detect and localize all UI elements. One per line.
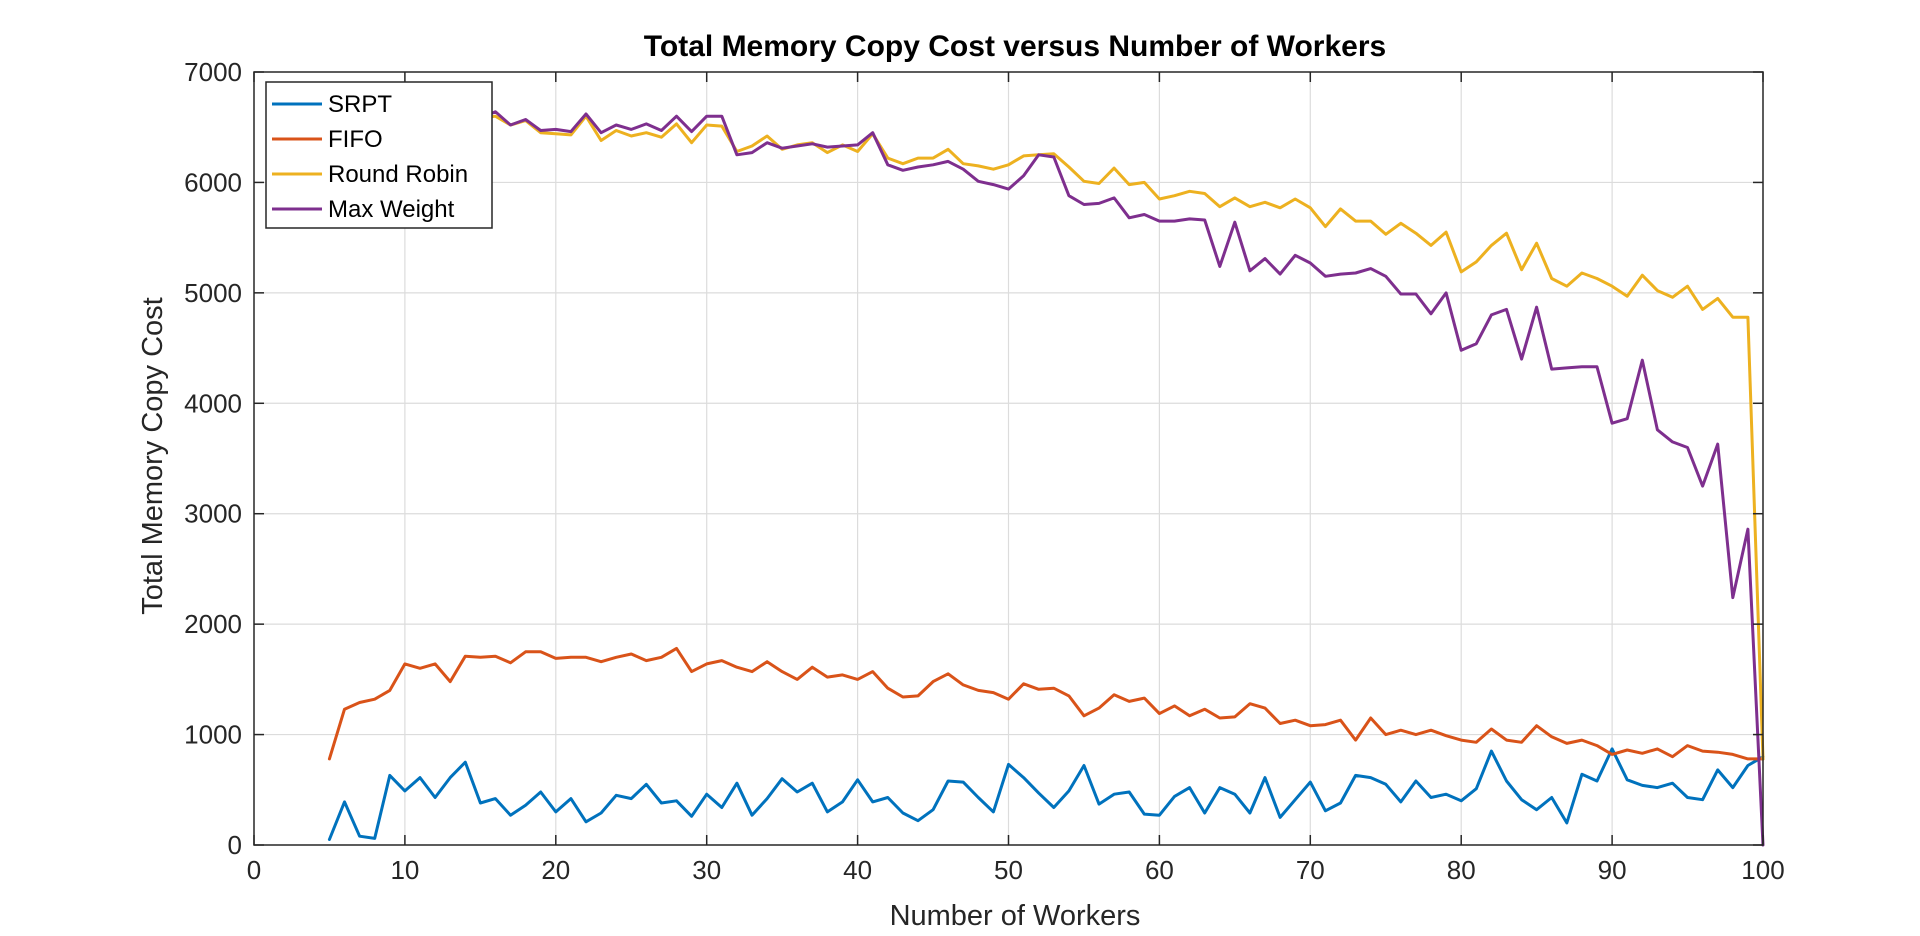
x-axis-label: Number of Workers — [890, 900, 1141, 932]
chart-title: Total Memory Copy Cost versus Number of … — [644, 30, 1386, 63]
x-tick-label: 10 — [390, 855, 419, 885]
legend: SRPT FIFO Round Robin Max Weight — [265, 81, 493, 229]
series-line-max-weight — [327, 103, 1765, 847]
x-tick-label: 0 — [247, 855, 261, 885]
grid-lines — [254, 72, 1763, 845]
y-tick-label: 4000 — [184, 388, 242, 418]
y-tick-label: 3000 — [184, 499, 242, 529]
x-tick-label: 50 — [994, 855, 1023, 885]
y-tick-label: 5000 — [184, 278, 242, 308]
y-tick-label: 1000 — [184, 720, 242, 750]
series-line-round-robin — [327, 105, 1765, 761]
axis-ticks: 0 10 20 30 40 50 60 70 80 90 100010002000300040005… — [184, 57, 1785, 885]
legend-label-max-weight: Max Weight — [328, 196, 455, 223]
series-lines — [327, 103, 1765, 847]
legend-label-fifo: FIFO — [328, 126, 383, 153]
x-tick-label: 60 — [1145, 855, 1174, 885]
x-tick-label: 20 — [541, 855, 570, 885]
y-axis-label: Total Memory Copy Cost — [137, 297, 169, 615]
legend-box — [265, 81, 493, 229]
y-tick-label: 7000 — [184, 57, 242, 87]
y-tick-label: 6000 — [184, 167, 242, 197]
x-tick-label: 100 — [1741, 855, 1784, 885]
x-tick-label: 70 — [1296, 855, 1325, 885]
series-line-srpt — [327, 747, 1765, 841]
legend-label-srpt: SRPT — [328, 91, 392, 118]
y-tick-label: 0 — [228, 830, 242, 860]
series-line-fifo — [327, 646, 1765, 761]
y-tick-label: 2000 — [184, 609, 242, 639]
x-tick-label: 90 — [1598, 855, 1627, 885]
x-tick-label: 30 — [692, 855, 721, 885]
x-tick-label: 40 — [843, 855, 872, 885]
legend-label-round-robin: Round Robin — [328, 161, 468, 188]
x-tick-label: 80 — [1447, 855, 1476, 885]
